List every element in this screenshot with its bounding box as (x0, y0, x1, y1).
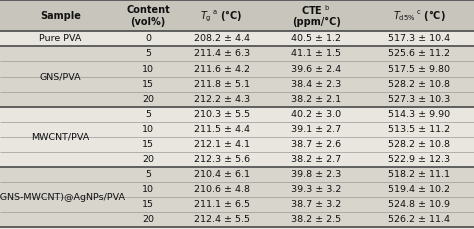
Text: 20: 20 (142, 95, 154, 104)
Text: 526.2 ± 11.4: 526.2 ± 11.4 (389, 215, 450, 224)
Text: 518.2 ± 11.1: 518.2 ± 11.1 (389, 170, 450, 179)
Text: 39.1 ± 2.7: 39.1 ± 2.7 (292, 125, 341, 134)
Text: 15: 15 (142, 80, 154, 89)
Text: MWCNT/PVA: MWCNT/PVA (31, 132, 90, 141)
Text: $T_{\mathrm{d5\%}}$$\,^{\mathrm{c}}$ (°C): $T_{\mathrm{d5\%}}$$\,^{\mathrm{c}}$ (°C… (393, 8, 446, 23)
Text: 5: 5 (145, 110, 151, 119)
Text: 39.3 ± 3.2: 39.3 ± 3.2 (291, 185, 342, 194)
Text: 5: 5 (145, 170, 151, 179)
Text: Sample: Sample (40, 11, 81, 21)
Text: 210.4 ± 6.1: 210.4 ± 6.1 (193, 170, 250, 179)
Text: 514.3 ± 9.90: 514.3 ± 9.90 (388, 110, 451, 119)
Bar (0, 31, 474, 46)
Text: 522.9 ± 12.3: 522.9 ± 12.3 (388, 155, 451, 164)
Bar (0, 92, 474, 107)
Bar (0, 182, 474, 197)
Text: 212.4 ± 5.5: 212.4 ± 5.5 (193, 215, 250, 224)
Text: 212.2 ± 4.3: 212.2 ± 4.3 (193, 95, 250, 104)
Text: 211.5 ± 4.4: 211.5 ± 4.4 (193, 125, 250, 134)
Text: 0: 0 (145, 34, 151, 44)
Bar (0, 167, 474, 182)
Text: 519.4 ± 10.2: 519.4 ± 10.2 (389, 185, 450, 194)
Text: 211.6 ± 4.2: 211.6 ± 4.2 (193, 65, 250, 74)
Text: 517.3 ± 10.4: 517.3 ± 10.4 (388, 34, 451, 44)
Text: 38.2 ± 2.1: 38.2 ± 2.1 (292, 95, 341, 104)
Text: 39.8 ± 2.3: 39.8 ± 2.3 (291, 170, 342, 179)
Text: (ppm/°C): (ppm/°C) (292, 16, 341, 27)
Text: 208.2 ± 4.4: 208.2 ± 4.4 (193, 34, 250, 44)
Text: 527.3 ± 10.3: 527.3 ± 10.3 (388, 95, 451, 104)
Bar (0, 76, 474, 92)
Text: 525.6 ± 11.2: 525.6 ± 11.2 (389, 49, 450, 58)
Text: 528.2 ± 10.8: 528.2 ± 10.8 (389, 140, 450, 149)
Text: 513.5 ± 11.2: 513.5 ± 11.2 (388, 125, 451, 134)
Text: 38.2 ± 2.5: 38.2 ± 2.5 (292, 215, 341, 224)
Text: GNS/PVA: GNS/PVA (40, 72, 81, 81)
Text: 15: 15 (142, 140, 154, 149)
Bar (0, 137, 474, 152)
Text: 15: 15 (142, 200, 154, 209)
Text: 210.3 ± 5.5: 210.3 ± 5.5 (193, 110, 250, 119)
Text: 20: 20 (142, 155, 154, 164)
Text: 38.7 ± 3.2: 38.7 ± 3.2 (291, 200, 342, 209)
Text: 5: 5 (145, 49, 151, 58)
Text: Content: Content (126, 5, 170, 15)
Text: 212.1 ± 4.1: 212.1 ± 4.1 (193, 140, 250, 149)
Text: 38.7 ± 2.6: 38.7 ± 2.6 (292, 140, 341, 149)
Text: 517.5 ± 9.80: 517.5 ± 9.80 (389, 65, 450, 74)
Text: 39.6 ± 2.4: 39.6 ± 2.4 (292, 65, 341, 74)
Bar (0, 197, 474, 212)
Text: 211.4 ± 6.3: 211.4 ± 6.3 (193, 49, 250, 58)
Bar (0, 0, 474, 31)
Bar (0, 46, 474, 62)
Bar (0, 152, 474, 167)
Text: (GNS-MWCNT)@AgNPs/PVA: (GNS-MWCNT)@AgNPs/PVA (0, 193, 125, 202)
Text: 40.2 ± 3.0: 40.2 ± 3.0 (292, 110, 341, 119)
Bar (0, 212, 474, 227)
Bar (0, 107, 474, 122)
Text: 212.3 ± 5.6: 212.3 ± 5.6 (193, 155, 250, 164)
Text: $T_{\mathrm{g}}$$\,^{\mathrm{a}}$ (°C): $T_{\mathrm{g}}$$\,^{\mathrm{a}}$ (°C) (201, 8, 243, 24)
Text: (vol%): (vol%) (130, 17, 166, 27)
Text: 38.2 ± 2.7: 38.2 ± 2.7 (292, 155, 341, 164)
Text: 210.6 ± 4.8: 210.6 ± 4.8 (193, 185, 250, 194)
Text: Pure PVA: Pure PVA (39, 34, 82, 44)
Text: 40.5 ± 1.2: 40.5 ± 1.2 (292, 34, 341, 44)
Text: 10: 10 (142, 65, 154, 74)
Text: 524.8 ± 10.9: 524.8 ± 10.9 (389, 200, 450, 209)
Text: 41.1 ± 1.5: 41.1 ± 1.5 (292, 49, 341, 58)
Text: 528.2 ± 10.8: 528.2 ± 10.8 (389, 80, 450, 89)
Text: CTE $^{\mathrm{b}}$: CTE $^{\mathrm{b}}$ (301, 3, 331, 17)
Text: 10: 10 (142, 185, 154, 194)
Text: 10: 10 (142, 125, 154, 134)
Bar (0, 122, 474, 137)
Bar (0, 62, 474, 76)
Text: 38.4 ± 2.3: 38.4 ± 2.3 (291, 80, 342, 89)
Text: 20: 20 (142, 215, 154, 224)
Text: 211.8 ± 5.1: 211.8 ± 5.1 (193, 80, 250, 89)
Text: 211.1 ± 6.5: 211.1 ± 6.5 (193, 200, 250, 209)
